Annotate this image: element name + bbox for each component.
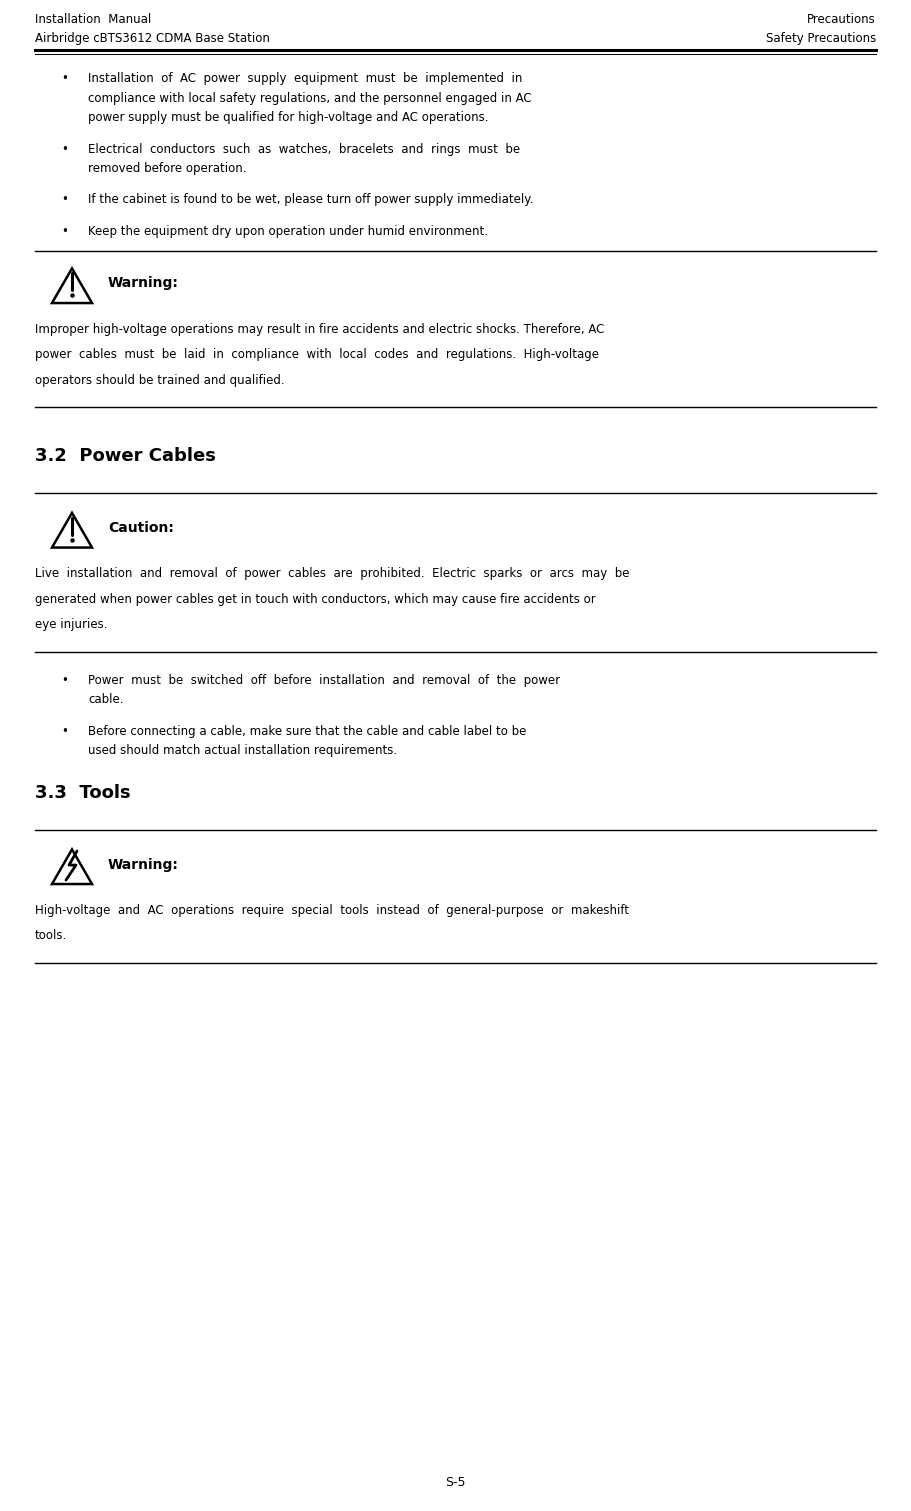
Text: High-voltage  and  AC  operations  require  special  tools  instead  of  general: High-voltage and AC operations require s…: [35, 904, 629, 917]
Text: tools.: tools.: [35, 929, 67, 941]
Text: •: •: [62, 724, 68, 737]
Text: Airbridge cBTS3612 CDMA Base Station: Airbridge cBTS3612 CDMA Base Station: [35, 32, 270, 45]
Text: Power  must  be  switched  off  before  installation  and  removal  of  the  pow: Power must be switched off before instal…: [88, 674, 560, 686]
Text: Improper high-voltage operations may result in fire accidents and electric shock: Improper high-voltage operations may res…: [35, 322, 604, 335]
Text: eye injuries.: eye injuries.: [35, 618, 107, 632]
Text: removed before operation.: removed before operation.: [88, 162, 247, 175]
Text: Installation  of  AC  power  supply  equipment  must  be  implemented  in: Installation of AC power supply equipmen…: [88, 73, 522, 85]
Text: Keep the equipment dry upon operation under humid environment.: Keep the equipment dry upon operation un…: [88, 225, 488, 239]
Text: operators should be trained and qualified.: operators should be trained and qualifie…: [35, 373, 284, 387]
Text: generated when power cables get in touch with conductors, which may cause fire a: generated when power cables get in touch…: [35, 592, 596, 606]
Text: 3.3  Tools: 3.3 Tools: [35, 784, 130, 801]
Text: •: •: [62, 225, 68, 239]
Text: Warning:: Warning:: [108, 858, 179, 872]
Text: Installation  Manual: Installation Manual: [35, 14, 151, 26]
Text: •: •: [62, 674, 68, 686]
Text: S-5: S-5: [445, 1476, 466, 1488]
Text: power  cables  must  be  laid  in  compliance  with  local  codes  and  regulati: power cables must be laid in compliance …: [35, 348, 599, 361]
Text: •: •: [62, 193, 68, 207]
Text: Caution:: Caution:: [108, 521, 174, 535]
Text: Before connecting a cable, make sure that the cable and cable label to be: Before connecting a cable, make sure tha…: [88, 724, 527, 737]
Text: power supply must be qualified for high-voltage and AC operations.: power supply must be qualified for high-…: [88, 110, 488, 124]
Text: Electrical  conductors  such  as  watches,  bracelets  and  rings  must  be: Electrical conductors such as watches, b…: [88, 142, 520, 156]
Text: Warning:: Warning:: [108, 277, 179, 290]
Text: 3.2  Power Cables: 3.2 Power Cables: [35, 447, 216, 465]
Text: Safety Precautions: Safety Precautions: [766, 32, 876, 45]
Text: cable.: cable.: [88, 694, 124, 706]
Text: •: •: [62, 73, 68, 85]
Text: used should match actual installation requirements.: used should match actual installation re…: [88, 743, 397, 757]
Text: •: •: [62, 142, 68, 156]
Text: Live  installation  and  removal  of  power  cables  are  prohibited.  Electric : Live installation and removal of power c…: [35, 567, 630, 580]
Text: If the cabinet is found to be wet, please turn off power supply immediately.: If the cabinet is found to be wet, pleas…: [88, 193, 533, 207]
Text: compliance with local safety regulations, and the personnel engaged in AC: compliance with local safety regulations…: [88, 92, 532, 104]
Text: Precautions: Precautions: [807, 14, 876, 26]
